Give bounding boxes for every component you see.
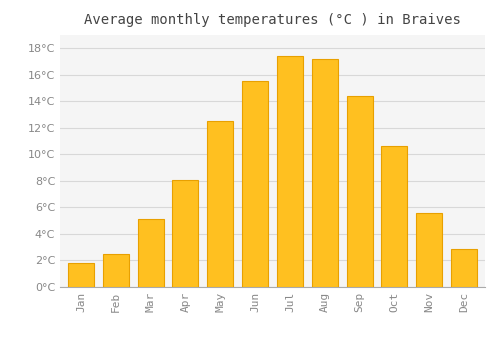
Bar: [102, 254, 129, 287]
Title: Average monthly temperatures (°C ) in Braives: Average monthly temperatures (°C ) in Br…: [84, 13, 461, 27]
Bar: [207, 121, 234, 287]
Bar: [451, 248, 477, 287]
Bar: [416, 213, 442, 287]
Bar: [242, 82, 268, 287]
Bar: [312, 59, 338, 287]
Bar: [346, 96, 372, 287]
Bar: [138, 219, 164, 287]
Bar: [277, 56, 303, 287]
Bar: [68, 263, 94, 287]
Bar: [172, 180, 199, 287]
Bar: [382, 146, 407, 287]
